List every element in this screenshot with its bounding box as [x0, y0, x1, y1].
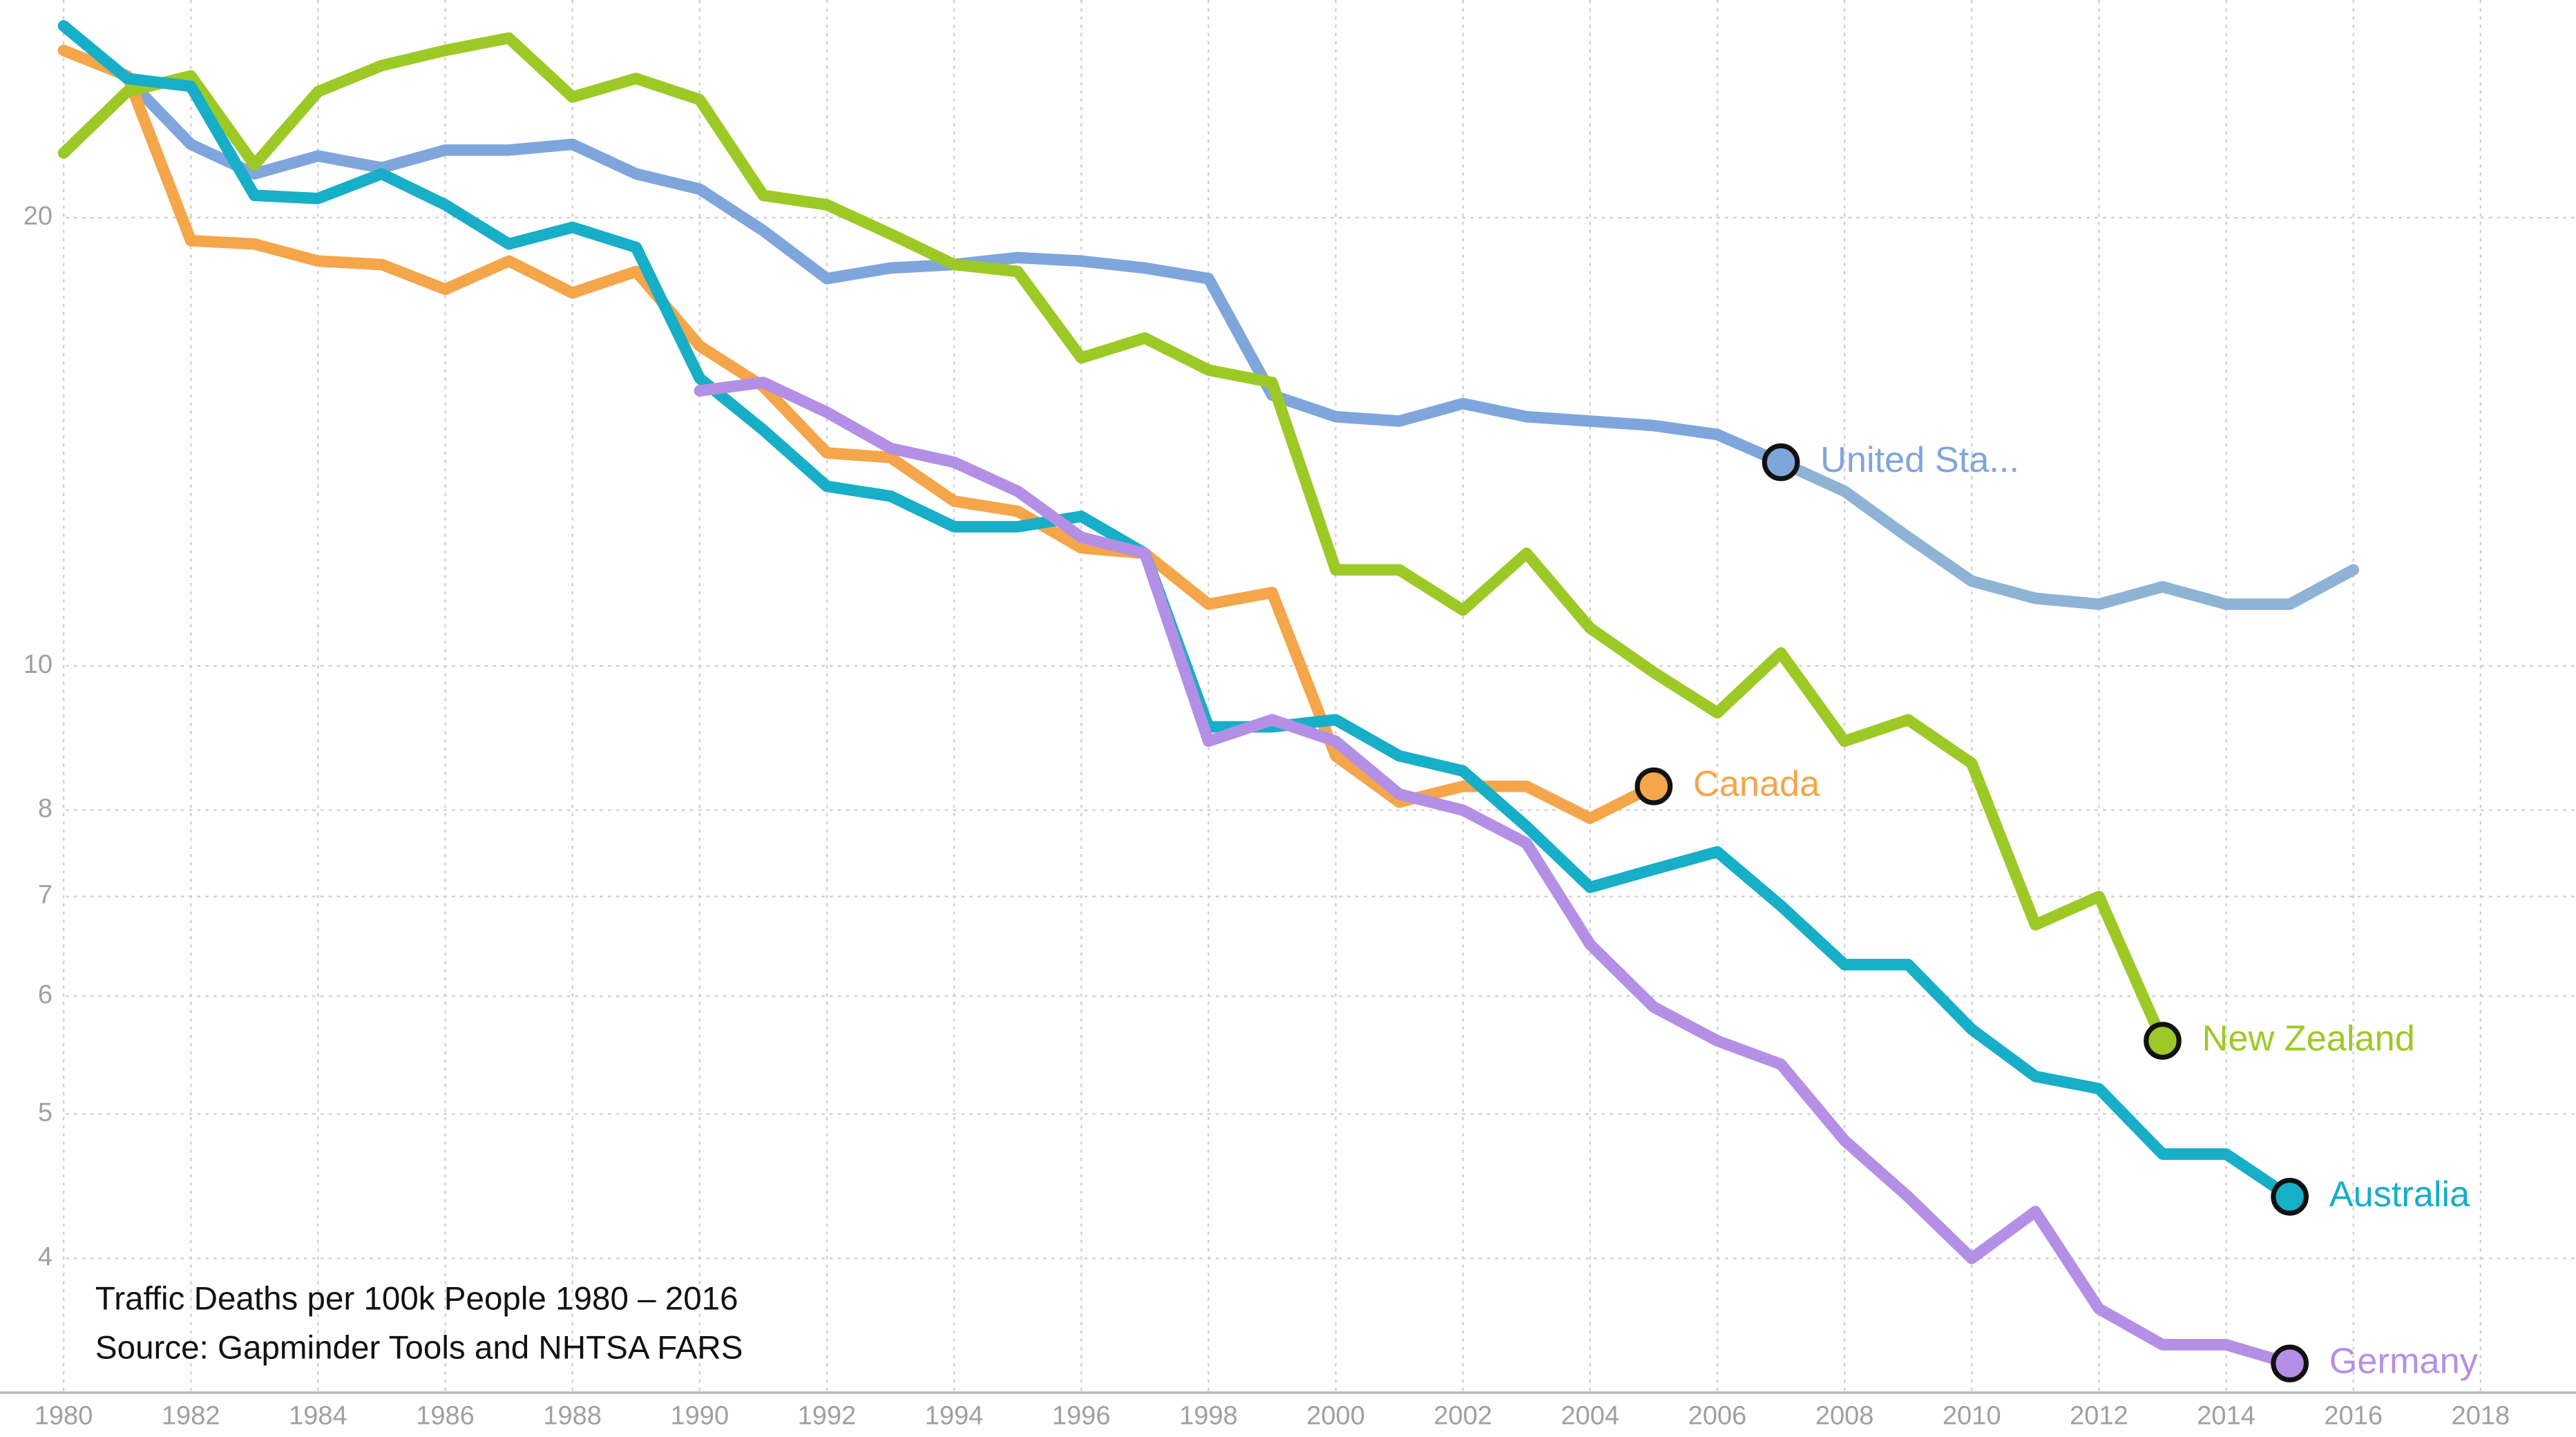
- series-label: Australia: [2329, 1174, 2470, 1215]
- series-label: New Zealand: [2202, 1018, 2415, 1058]
- x-tick-label: 2002: [1433, 1402, 1492, 1431]
- x-tick-label: 2018: [2452, 1402, 2510, 1431]
- x-tick-label: 2000: [1306, 1402, 1365, 1431]
- y-tick-label: 8: [38, 794, 53, 824]
- x-tick-label: 2014: [2197, 1402, 2255, 1431]
- x-tick-label: 2008: [1815, 1402, 1874, 1431]
- end-marker: [2144, 1022, 2182, 1060]
- series-label: United Sta...: [1820, 440, 2019, 480]
- x-tick-label: 2004: [1561, 1402, 1620, 1431]
- series-label: Canada: [1693, 764, 1820, 804]
- y-tick-label: 5: [38, 1098, 53, 1127]
- series-line: [694, 377, 2296, 1369]
- series-line-tail: [1775, 456, 2360, 610]
- x-tick-label: 1996: [1052, 1402, 1111, 1431]
- x-tick-label: 2012: [2070, 1402, 2128, 1431]
- series-label: Germany: [2329, 1341, 2479, 1381]
- series-line: [57, 20, 2296, 1203]
- y-tick-label: 10: [23, 650, 53, 679]
- series-line: [57, 32, 2168, 1047]
- x-tick-label: 1980: [35, 1402, 93, 1431]
- x-tick-label: 2016: [2324, 1402, 2383, 1431]
- annotation: Source: Gapminder Tools and NHTSA FARS: [95, 1330, 743, 1367]
- x-tick-label: 1990: [671, 1402, 729, 1431]
- y-tick-label: 4: [38, 1243, 53, 1272]
- x-tick-label: 2006: [1688, 1402, 1747, 1431]
- end-marker: [1634, 767, 1673, 806]
- x-tick-label: 1998: [1179, 1402, 1238, 1431]
- x-tick-label: 1984: [289, 1402, 347, 1431]
- end-marker: [1762, 443, 1800, 482]
- x-tick-label: 1992: [798, 1402, 857, 1431]
- y-tick-label: 20: [23, 202, 53, 231]
- annotation: Traffic Deaths per 100k People 1980 – 20…: [95, 1280, 738, 1317]
- end-marker: [2271, 1344, 2309, 1382]
- y-tick-label: 7: [38, 881, 53, 910]
- x-tick-label: 1982: [162, 1402, 220, 1431]
- x-tick-label: 1988: [543, 1402, 602, 1431]
- x-tick-label: 2010: [1943, 1402, 2001, 1431]
- y-tick-label: 6: [38, 980, 53, 1009]
- x-tick-label: 1986: [416, 1402, 475, 1431]
- series-line: [57, 20, 1787, 468]
- series-line: [57, 44, 1660, 824]
- end-marker: [2271, 1177, 2309, 1216]
- x-tick-label: 1994: [925, 1402, 984, 1431]
